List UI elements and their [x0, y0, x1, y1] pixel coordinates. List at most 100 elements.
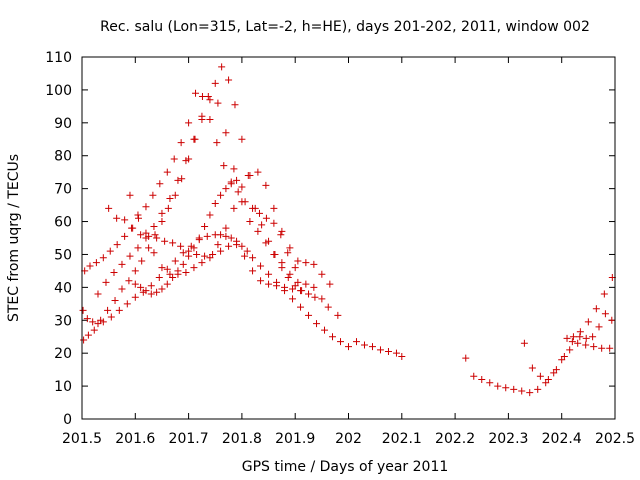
- y-tick-label: 30: [54, 313, 72, 329]
- data-point: [190, 264, 198, 272]
- data-point: [398, 352, 406, 360]
- data-point: [198, 112, 206, 120]
- data-point: [158, 285, 166, 293]
- data-point: [368, 343, 376, 351]
- data-point: [131, 293, 139, 301]
- data-point: [151, 231, 159, 239]
- data-point: [311, 293, 319, 301]
- data-point: [566, 346, 574, 354]
- data-point: [131, 267, 139, 275]
- x-tick-label: 201.6: [115, 431, 155, 447]
- data-point: [258, 221, 266, 229]
- plot-frame: [81, 56, 616, 420]
- data-point: [225, 242, 233, 250]
- data-point: [92, 259, 100, 267]
- data-point: [305, 311, 313, 319]
- data-point: [392, 349, 400, 357]
- x-tick-label: 202.2: [435, 431, 475, 447]
- data-point: [486, 379, 494, 387]
- data-point: [262, 239, 270, 247]
- data-point: [107, 313, 115, 321]
- data-point: [203, 232, 211, 240]
- data-point: [79, 306, 87, 314]
- data-point: [231, 101, 239, 109]
- data-point: [255, 209, 263, 217]
- data-point: [233, 241, 241, 249]
- data-point: [113, 214, 121, 222]
- data-point: [89, 318, 97, 326]
- data-point: [192, 89, 200, 97]
- data-point: [520, 339, 528, 347]
- data-point: [118, 285, 126, 293]
- data-point: [502, 384, 510, 392]
- data-point: [321, 326, 329, 334]
- x-tick-label: 202.3: [488, 431, 528, 447]
- data-point: [198, 92, 206, 100]
- x-tick-label: 202: [335, 431, 362, 447]
- data-point: [217, 231, 225, 239]
- data-point: [170, 155, 178, 163]
- data-point: [138, 257, 146, 265]
- data-point: [238, 198, 246, 206]
- data-point: [601, 310, 609, 318]
- y-tick-label: 70: [54, 182, 72, 198]
- data-point: [270, 204, 278, 212]
- data-point: [147, 282, 155, 290]
- x-tick-label: 201.7: [169, 431, 209, 447]
- data-point: [134, 244, 142, 252]
- data-point: [113, 241, 121, 249]
- data-point: [576, 333, 584, 341]
- data-point: [310, 283, 318, 291]
- data-point: [126, 191, 134, 199]
- data-point: [313, 320, 321, 328]
- data-point: [198, 259, 206, 267]
- data-point: [182, 269, 190, 277]
- data-point: [90, 326, 98, 334]
- x-tick-label: 201.8: [222, 431, 262, 447]
- data-point: [163, 265, 171, 273]
- data-point: [179, 260, 187, 268]
- data-point: [225, 76, 233, 84]
- data-point: [121, 216, 129, 224]
- data-point: [121, 232, 129, 240]
- data-point: [536, 372, 544, 380]
- data-point: [190, 135, 198, 143]
- data-point: [590, 343, 598, 351]
- data-point: [214, 99, 222, 107]
- data-point: [102, 278, 110, 286]
- data-point: [360, 341, 368, 349]
- data-point: [206, 254, 214, 262]
- data-point: [352, 338, 360, 346]
- data-point: [230, 165, 238, 173]
- data-point: [233, 176, 241, 184]
- data-point: [174, 176, 182, 184]
- data-point: [206, 211, 214, 219]
- data-point: [518, 387, 526, 395]
- y-tick-label: 100: [45, 83, 72, 99]
- data-point: [155, 273, 163, 281]
- data-point: [213, 139, 221, 147]
- data-point: [592, 305, 600, 313]
- data-point: [131, 280, 139, 288]
- data-point: [156, 180, 164, 188]
- data-point: [163, 168, 171, 176]
- y-tick-label: 20: [54, 346, 72, 362]
- data-point: [171, 257, 179, 265]
- data-point: [164, 204, 172, 212]
- data-point: [324, 303, 332, 311]
- data-point: [217, 191, 225, 199]
- data-point: [284, 273, 292, 281]
- data-point: [193, 250, 201, 258]
- data-point: [137, 231, 145, 239]
- data-point: [568, 338, 576, 346]
- data-point: [294, 257, 302, 265]
- data-point: [125, 277, 133, 285]
- data-point: [178, 175, 186, 183]
- data-point: [318, 295, 326, 303]
- data-point: [608, 316, 616, 324]
- data-point: [171, 191, 179, 199]
- data-point: [249, 204, 257, 212]
- data-point: [195, 234, 203, 242]
- data-point: [161, 237, 169, 245]
